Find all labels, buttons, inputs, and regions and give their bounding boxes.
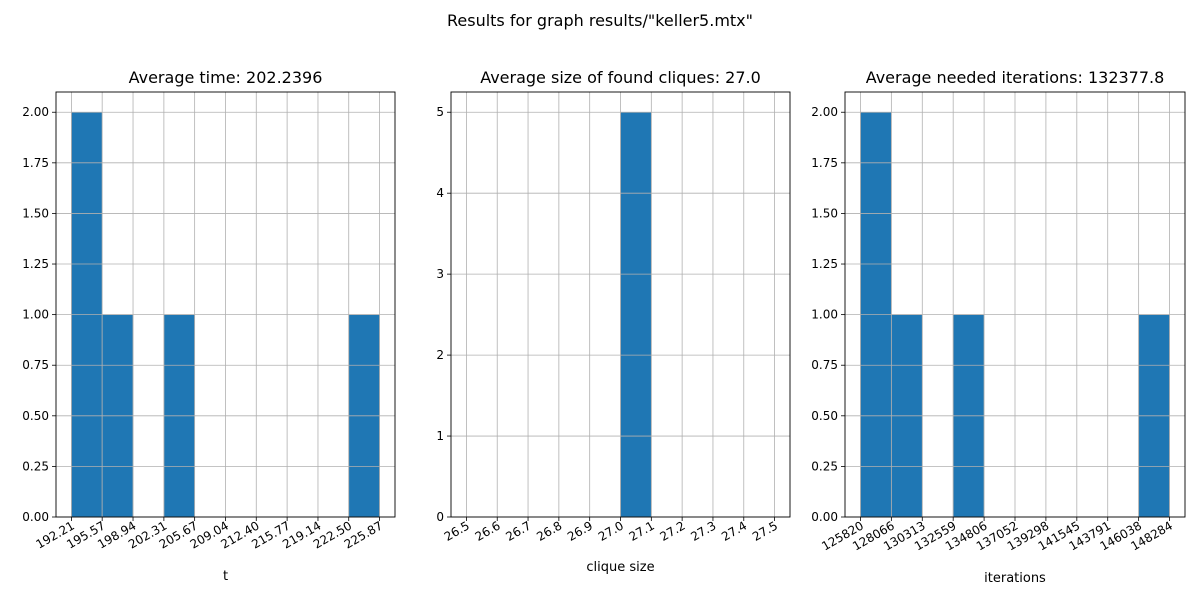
x-tick-label: 26.8: [534, 518, 564, 543]
x-tick-label: 26.5: [442, 518, 472, 543]
x-axis-label: t: [223, 569, 228, 584]
chart-time: Average time: 202.2396 t 192.21195.57198…: [22, 68, 396, 584]
x-tick-label: 26.7: [503, 518, 533, 543]
x-tick-label: 27.2: [657, 518, 687, 543]
chart-clique-size: Average size of found cliques: 27.0 cliq…: [436, 68, 791, 575]
chart-title: Average size of found cliques: 27.0: [480, 68, 761, 87]
y-tick-label: 1.75: [22, 156, 49, 170]
y-tick-label: 3: [436, 267, 444, 281]
y-tick-label: 0.50: [22, 409, 49, 423]
y-tick-label: 0.00: [22, 510, 49, 524]
y-tick-label: 1.00: [811, 308, 838, 322]
x-axis-label: clique size: [586, 560, 654, 575]
y-tick-label: 5: [436, 105, 444, 119]
x-tick-label: 27.3: [688, 518, 718, 543]
x-tick-label: 26.6: [473, 518, 503, 543]
chart-title: Average needed iterations: 132377.8: [866, 68, 1165, 87]
x-tick-label: 27.4: [719, 518, 749, 543]
y-tick-label: 0.25: [22, 459, 49, 473]
x-tick-label: 26.9: [565, 518, 595, 543]
axes-frame: [55, 91, 396, 518]
axes-frame: [844, 91, 1186, 518]
x-tick-label: 27.1: [627, 518, 657, 543]
x-axis-label: iterations: [984, 571, 1046, 586]
y-tick-label: 0.50: [811, 409, 838, 423]
y-tick-label: 0.75: [22, 358, 49, 372]
chart-title: Average time: 202.2396: [129, 68, 323, 87]
y-tick-label: 2.00: [22, 105, 49, 119]
figure-title: Results for graph results/"keller5.mtx": [447, 11, 753, 30]
y-tick-label: 0.25: [811, 459, 838, 473]
y-tick-label: 4: [436, 186, 444, 200]
y-tick-label: 1.25: [811, 257, 838, 271]
x-tick-label: 27.0: [596, 518, 626, 543]
y-tick-label: 0.00: [811, 510, 838, 524]
y-tick-label: 2: [436, 348, 444, 362]
y-tick-label: 0: [436, 510, 444, 524]
x-tick-label: 27.5: [750, 518, 780, 543]
y-tick-label: 1.00: [22, 308, 49, 322]
chart-iterations: Average needed iterations: 132377.8 iter…: [811, 68, 1186, 586]
axes-frame: [450, 91, 791, 518]
histogram-bar: [620, 111, 652, 518]
y-tick-label: 0.75: [811, 358, 838, 372]
y-tick-label: 1.25: [22, 257, 49, 271]
y-tick-label: 1.50: [811, 206, 838, 220]
y-tick-label: 2.00: [811, 105, 838, 119]
y-tick-label: 1.50: [22, 206, 49, 220]
y-tick-label: 1.75: [811, 156, 838, 170]
y-tick-label: 1: [436, 429, 444, 443]
